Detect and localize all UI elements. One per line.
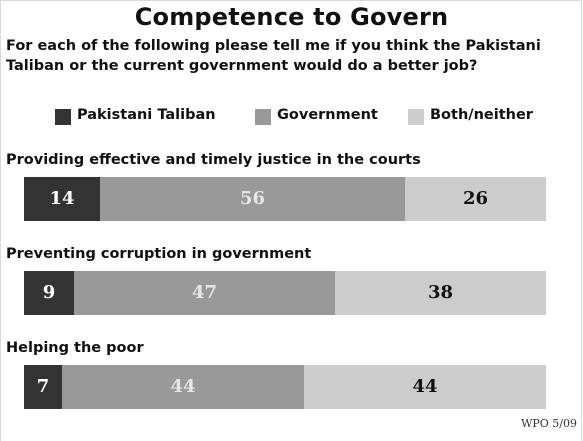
source-note: WPO 5/09: [521, 417, 577, 430]
bar-segment-both-neither: [335, 271, 546, 315]
bar-segment-pakistani-taliban: [24, 177, 100, 221]
legend-label-government: Government: [277, 107, 378, 123]
stacked-bar-justice-courts: 14 56 26: [24, 177, 546, 221]
legend-swatch-both-neither: [408, 109, 424, 125]
bar-segment-government: [62, 365, 304, 409]
stacked-bar-helping-the-poor: 7 44 44: [24, 365, 546, 409]
bar-segment-both-neither: [405, 177, 546, 221]
bar-segment-both-neither: [304, 365, 546, 409]
stacked-bar-preventing-corruption: 9 47 38: [24, 271, 546, 315]
data-label-both-neither: 26: [462, 188, 489, 209]
data-label-pakistani-taliban: 7: [36, 376, 50, 397]
legend-swatch-pakistani-taliban: [55, 109, 71, 125]
legend: Pakistani Taliban Government Both/neithe…: [0, 106, 583, 128]
legend-label-both-neither: Both/neither: [430, 107, 533, 123]
data-label-both-neither: 44: [412, 376, 438, 397]
data-label-government: 56: [239, 188, 266, 209]
legend-swatch-government: [255, 109, 271, 125]
data-label-pakistani-taliban: 9: [42, 282, 56, 303]
data-label-government: 44: [170, 376, 196, 397]
chart-title: Competence to Govern: [134, 3, 449, 31]
data-label-pakistani-taliban: 14: [49, 188, 75, 209]
data-label-both-neither: 38: [427, 282, 454, 303]
category-label-helping-the-poor: Helping the poor: [6, 340, 144, 356]
bar-segment-pakistani-taliban: [24, 271, 74, 315]
bar-segment-government: [74, 271, 335, 315]
data-label-government: 47: [191, 282, 218, 303]
category-label-preventing-corruption: Preventing corruption in government: [6, 246, 312, 262]
category-label-justice-courts: Providing effective and timely justice i…: [6, 152, 421, 168]
legend-label-pakistani-taliban: Pakistani Taliban: [77, 107, 216, 123]
bar-segment-government: [100, 177, 405, 221]
chart-subtitle: For each of the following please tell me…: [6, 38, 541, 74]
bar-segment-pakistani-taliban: [24, 365, 62, 409]
